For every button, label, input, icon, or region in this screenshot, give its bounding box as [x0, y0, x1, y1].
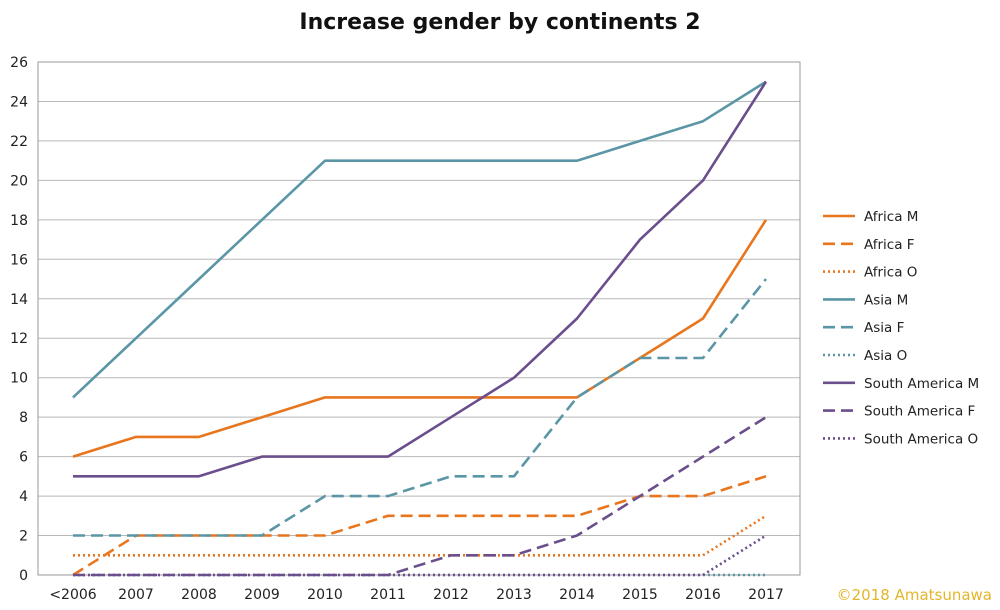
y-tick-label: 16	[10, 252, 28, 268]
legend: Africa M Africa F Africa O Asia M Asia F Asia…	[823, 209, 979, 447]
copyright-watermark: ©2018 Amatsunawa	[836, 586, 992, 604]
legend-label: Africa O	[864, 265, 917, 281]
legend-label: Asia F	[864, 320, 904, 336]
series-line-africa-m	[72, 219, 768, 458]
x-tick-label: 2011	[370, 587, 406, 603]
x-tick-label: 2007	[118, 587, 154, 603]
legend-label: South America M	[864, 376, 979, 392]
x-tick-label: 2008	[181, 587, 217, 603]
plot-frame	[37, 61, 801, 576]
x-tick-label: 2012	[433, 587, 469, 603]
y-tick-label: 10	[10, 371, 28, 387]
legend-label: South America F	[864, 404, 975, 420]
series-line-asia-m	[72, 80, 767, 399]
y-tick-label: 26	[10, 55, 28, 71]
y-tick-label: 22	[10, 134, 28, 150]
x-tick-label: <2006	[49, 587, 96, 603]
y-tick-label: 12	[10, 331, 28, 347]
legend-label: South America O	[864, 431, 978, 447]
y-tick-label: 6	[19, 450, 28, 466]
x-tick-labels: <2006 2007 2008 2009 2010 2011 2012 2013 2014 201…	[49, 587, 784, 603]
y-tick-label: 14	[10, 292, 28, 308]
series-line-africa-f	[72, 475, 767, 577]
legend-label: Asia O	[864, 348, 907, 364]
x-tick-label: 2009	[244, 587, 280, 603]
x-tick-label: 2013	[496, 587, 532, 603]
series-lines	[72, 80, 768, 577]
series-line-africa-o	[73, 514, 767, 557]
y-tick-label: 20	[10, 173, 28, 189]
x-tick-label: 2010	[307, 587, 343, 603]
series-line-asia-f	[73, 278, 768, 537]
x-tick-label: 2017	[748, 587, 784, 603]
y-tick-label: 4	[19, 489, 28, 505]
y-tick-label: 0	[19, 568, 28, 584]
legend-label: Asia M	[864, 292, 908, 308]
y-tick-label: 8	[19, 410, 28, 426]
series-line-south-america-o	[73, 534, 767, 577]
y-tick-label: 2	[19, 529, 28, 545]
x-tick-label: 2015	[622, 587, 658, 603]
gridlines	[38, 61, 800, 537]
y-tick-label: 24	[10, 94, 28, 110]
series-line-south-america-m	[73, 81, 768, 478]
x-tick-label: 2014	[559, 587, 595, 603]
axes	[37, 61, 801, 576]
chart-title: Increase gender by continents 2	[299, 10, 701, 35]
legend-label: Africa F	[864, 237, 915, 253]
x-tick-label: 2016	[685, 587, 721, 603]
legend-label: Africa M	[864, 209, 918, 225]
y-tick-label: 18	[10, 213, 28, 229]
